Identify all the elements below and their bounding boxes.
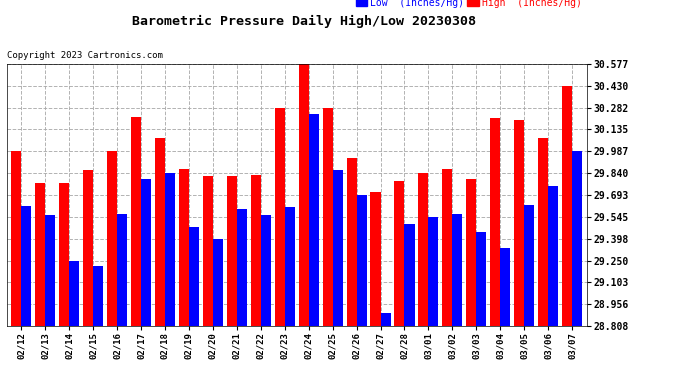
Bar: [107, 151, 117, 326]
Bar: [380, 313, 391, 326]
Bar: [131, 117, 141, 326]
Bar: [538, 138, 548, 326]
Bar: [83, 170, 93, 326]
Bar: [117, 214, 127, 326]
Bar: [395, 180, 404, 326]
Bar: [141, 179, 151, 326]
Bar: [35, 183, 46, 326]
Bar: [189, 226, 199, 326]
Bar: [548, 186, 558, 326]
Text: Barometric Pressure Daily High/Low 20230308: Barometric Pressure Daily High/Low 20230…: [132, 15, 475, 28]
Bar: [165, 173, 175, 326]
Legend: Low  (Inches/Hg), High  (Inches/Hg): Low (Inches/Hg), High (Inches/Hg): [355, 0, 582, 8]
Bar: [203, 176, 213, 326]
Bar: [59, 183, 69, 326]
Bar: [524, 205, 534, 326]
Bar: [371, 192, 380, 326]
Bar: [428, 217, 438, 326]
Bar: [333, 170, 343, 326]
Bar: [11, 151, 21, 326]
Bar: [453, 214, 462, 326]
Bar: [250, 175, 261, 326]
Bar: [275, 108, 285, 326]
Bar: [490, 118, 500, 326]
Bar: [213, 239, 223, 326]
Bar: [418, 173, 428, 326]
Text: Copyright 2023 Cartronics.com: Copyright 2023 Cartronics.com: [7, 51, 163, 60]
Bar: [261, 215, 271, 326]
Bar: [500, 248, 511, 326]
Bar: [227, 176, 237, 326]
Bar: [21, 206, 31, 326]
Bar: [322, 108, 333, 326]
Bar: [69, 261, 79, 326]
Bar: [562, 86, 572, 326]
Bar: [285, 207, 295, 326]
Bar: [46, 214, 55, 326]
Bar: [299, 64, 308, 326]
Bar: [466, 179, 476, 326]
Bar: [308, 114, 319, 326]
Bar: [404, 224, 415, 326]
Bar: [155, 138, 165, 326]
Bar: [357, 195, 366, 326]
Bar: [237, 210, 247, 326]
Bar: [514, 120, 524, 326]
Bar: [179, 169, 189, 326]
Bar: [476, 232, 486, 326]
Bar: [93, 266, 104, 326]
Bar: [442, 169, 453, 326]
Bar: [346, 158, 357, 326]
Bar: [572, 151, 582, 326]
